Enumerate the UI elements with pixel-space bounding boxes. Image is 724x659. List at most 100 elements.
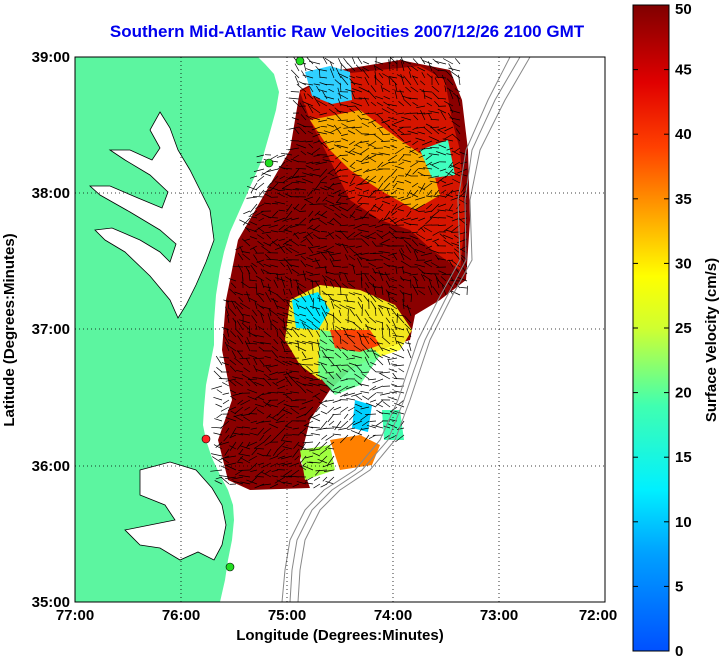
velocity-arrow [368,214,377,219]
velocity-arrow [250,182,258,194]
velocity-arrow [413,286,426,289]
velocity-arrow [305,306,314,317]
velocity-arrow [396,187,405,191]
velocity-arrow [227,406,237,411]
velocity-arrow [313,140,321,144]
velocity-arrow [309,273,321,276]
velocity-arrow [375,399,384,407]
velocity-arrow [337,93,349,100]
velocity-arrow [381,327,384,338]
velocity-arrow [326,124,335,128]
velocity-arrow [277,427,286,436]
velocity-arrow [341,64,349,72]
velocity-arrow [263,189,272,193]
velocity-arrow [295,252,307,257]
velocity-arrow [229,380,237,387]
velocity-arrow [319,441,328,450]
velocity-arrow [307,327,314,338]
velocity-arrow [248,215,258,219]
velocity-arrow [368,112,377,115]
velocity-arrow [317,339,321,352]
colorbar-label: Surface Velocity (cm/s) [703,258,720,422]
velocity-arrow [276,469,286,471]
velocity-arrow [388,368,398,373]
velocity-arrow [390,383,398,387]
velocity-arrow [420,273,426,282]
velocity-arrow [414,263,426,268]
velocity-arrow [413,250,419,261]
velocity-arrow [363,61,370,65]
velocity-arrow [284,243,293,247]
velocity-arrow [378,270,384,282]
velocity-arrow [289,376,300,380]
velocity-arrow [312,224,321,231]
velocity-arrow [353,168,363,173]
velocity-arrow [246,196,258,199]
velocity-arrow [398,154,405,162]
velocity-arrow [381,217,391,222]
velocity-arrow [291,326,300,331]
chesapeake-bay [88,111,215,319]
velocity-arrow [299,375,307,380]
velocity-arrow [384,271,391,282]
velocity-arrow [357,427,363,435]
velocity-arrow [449,274,454,282]
velocity-arrow [283,298,293,303]
velocity-arrow [444,100,454,107]
velocity-arrow [357,57,363,65]
velocity-arrow [254,357,265,360]
velocity-arrow [329,258,335,268]
velocity-arrow [349,308,356,317]
velocity-arrow [245,381,251,387]
velocity-arrow [454,282,461,289]
velocity-arrow [360,175,370,185]
velocity-arrow [446,259,454,262]
velocity-arrow [400,61,405,72]
velocity-arrow [348,282,356,289]
velocity-arrow [297,444,307,450]
velocity-arrow [456,95,461,107]
velocity-arrow [349,210,356,219]
velocity-arrow [255,368,265,373]
velocity-arrow [253,254,258,261]
velocity-arrow [300,114,307,121]
velocity-arrow [346,397,356,401]
velocity-arrow [420,110,426,121]
velocity-arrow [379,243,391,247]
velocity-arrow [264,469,272,475]
x-tick-label: 76:00 [162,607,200,624]
velocity-arrow [274,201,286,205]
velocity-arrow [366,142,377,149]
velocity-arrow [446,147,454,151]
velocity-arrow [364,76,370,86]
velocity-arrow [430,195,440,198]
velocity-arrow [263,427,272,435]
velocity-arrow [412,168,419,175]
velocity-arrow [408,341,412,352]
velocity-arrow [244,226,251,233]
velocity-arrow [338,385,349,392]
velocity-arrow [353,322,363,331]
velocity-arrow [299,244,307,247]
velocity-arrow [249,286,258,289]
velocity-arrow [437,69,447,72]
velocity-arrow [327,455,335,466]
x-axis-label: Longitude (Degrees:Minutes) [236,627,444,644]
velocity-arrow [392,334,405,338]
velocity-arrow [299,293,307,303]
velocity-arrow [448,67,461,72]
velocity-arrow [405,86,412,93]
velocity-arrow [314,476,321,481]
velocity-arrow [264,355,272,359]
velocity-arrow [303,465,314,471]
velocity-arrow [434,189,440,196]
velocity-arrow [340,406,349,413]
velocity-arrow [308,227,321,233]
velocity-arrow [320,410,328,415]
velocity-arrow [301,82,314,86]
velocity-arrow [381,354,391,359]
velocity-arrow [419,182,426,192]
velocity-arrow [306,57,314,65]
velocity-arrow [404,203,412,205]
velocity-arrow [346,196,356,200]
